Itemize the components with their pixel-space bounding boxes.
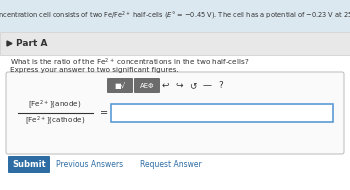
Text: ↪: ↪ (175, 81, 183, 90)
Text: [Fe$^{2+}$](cathode): [Fe$^{2+}$](cathode) (25, 115, 85, 127)
Text: ↩: ↩ (161, 81, 169, 90)
FancyBboxPatch shape (6, 72, 344, 154)
FancyBboxPatch shape (107, 78, 133, 93)
Text: ?: ? (219, 81, 223, 90)
Text: Part A: Part A (16, 39, 48, 48)
Text: [Fe$^{2+}$](anode): [Fe$^{2+}$](anode) (28, 99, 82, 111)
Text: A concentration cell consists of two Fe/Fe$^{2+}$ half-cells ($E°$ = $-$0.45 V).: A concentration cell consists of two Fe/… (0, 10, 350, 22)
Text: What is the ratio of the Fe$^{2+}$ concentrations in the two half-cells?: What is the ratio of the Fe$^{2+}$ conce… (10, 56, 250, 68)
Text: ↺: ↺ (189, 81, 197, 90)
Text: Previous Answers: Previous Answers (56, 160, 123, 169)
Text: =: = (100, 108, 108, 118)
FancyBboxPatch shape (134, 78, 160, 93)
Text: AEΦ: AEΦ (140, 82, 154, 89)
Text: —: — (203, 81, 211, 90)
Text: Express your answer to two significant figures.: Express your answer to two significant f… (10, 67, 179, 73)
Text: ■√: ■√ (114, 82, 126, 89)
Text: Submit: Submit (12, 160, 46, 169)
FancyBboxPatch shape (8, 156, 50, 173)
FancyBboxPatch shape (0, 0, 350, 32)
Text: Request Answer: Request Answer (140, 160, 202, 169)
Polygon shape (7, 41, 12, 46)
FancyBboxPatch shape (111, 104, 333, 122)
FancyBboxPatch shape (0, 32, 350, 55)
FancyBboxPatch shape (0, 32, 350, 190)
